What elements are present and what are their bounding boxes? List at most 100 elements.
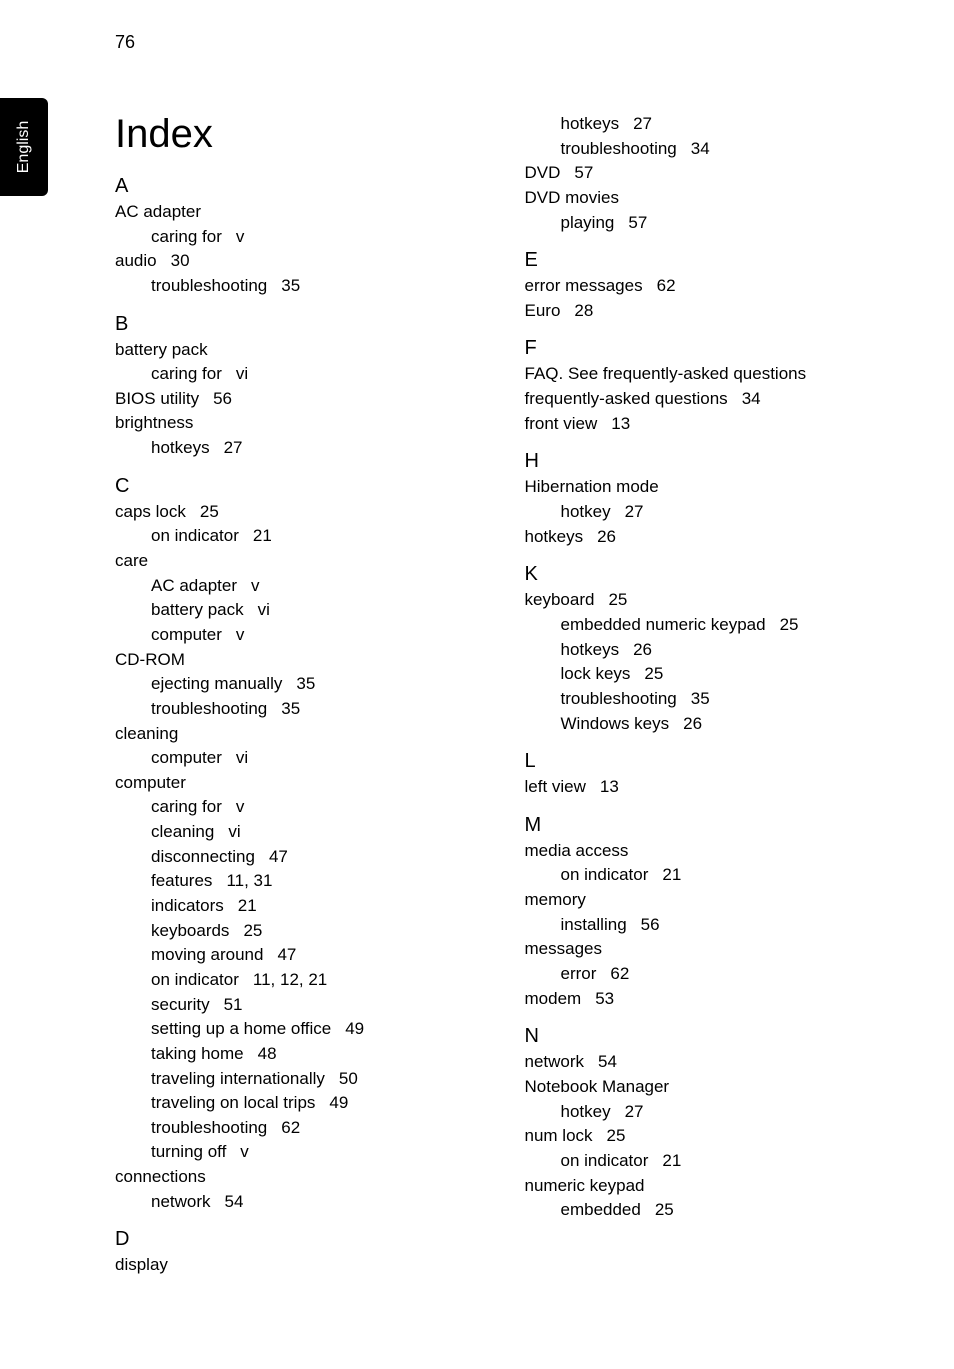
entry-pages: 13 bbox=[611, 414, 630, 433]
index-entry: network 54 bbox=[525, 1050, 895, 1075]
index-entry: frequently-asked questions34 bbox=[525, 387, 895, 412]
index-sub-entry: troubleshooting34 bbox=[525, 137, 895, 162]
sub-entry-label: computer bbox=[151, 748, 222, 767]
sub-entry-label: installing bbox=[561, 915, 627, 934]
entry-label: keyboard bbox=[525, 590, 595, 609]
sub-entry-pages: 27 bbox=[625, 502, 644, 521]
sub-entry-label: troubleshooting bbox=[151, 276, 267, 295]
index-entry: error messages62 bbox=[525, 274, 895, 299]
index-sub-entry: hotkeys27 bbox=[115, 436, 485, 461]
index-sub-entry: hotkey27 bbox=[525, 1100, 895, 1125]
sub-entry-pages: 25 bbox=[780, 615, 799, 634]
entry-label: network bbox=[525, 1052, 585, 1071]
section-letter: N bbox=[525, 1025, 895, 1048]
sub-entry-label: caring for bbox=[151, 364, 222, 383]
sub-entry-pages: 25 bbox=[655, 1200, 674, 1219]
index-sub-entry: computervi bbox=[115, 746, 485, 771]
sub-entry-pages: 49 bbox=[345, 1019, 364, 1038]
sub-entry-label: troubleshooting bbox=[151, 699, 267, 718]
index-sub-entry: hotkeys26 bbox=[525, 638, 895, 663]
index-entry: messages bbox=[525, 937, 895, 962]
index-sub-entry: battery packvi bbox=[115, 598, 485, 623]
entry-label: caps lock bbox=[115, 502, 186, 521]
sub-entry-pages: v bbox=[251, 576, 260, 595]
sub-entry-pages: 35 bbox=[281, 276, 300, 295]
sub-entry-label: lock keys bbox=[561, 664, 631, 683]
sub-entry-pages: 11, 12, 21 bbox=[253, 970, 327, 989]
index-sub-entry: troubleshooting62 bbox=[115, 1116, 485, 1141]
sub-entry-pages: 54 bbox=[225, 1192, 244, 1211]
sub-entry-label: keyboards bbox=[151, 921, 229, 940]
sub-entry-pages: vi bbox=[228, 822, 240, 841]
index-entry: CD-ROM bbox=[115, 648, 485, 673]
sub-entry-pages: vi bbox=[236, 364, 248, 383]
index-entry: Hibernation mode bbox=[525, 475, 895, 500]
entry-label: front view bbox=[525, 414, 598, 433]
sub-entry-label: hotkey bbox=[561, 1102, 611, 1121]
sub-entry-pages: 25 bbox=[243, 921, 262, 940]
section-letter: B bbox=[115, 313, 485, 336]
entry-pages: 53 bbox=[595, 989, 614, 1008]
sub-entry-label: traveling on local trips bbox=[151, 1093, 315, 1112]
index-sub-entry: embedded 25 bbox=[525, 1198, 895, 1223]
index-entry: FAQ. See frequently-asked questions bbox=[525, 362, 895, 387]
index-sub-entry: keyboards 25 bbox=[115, 919, 485, 944]
entry-label: frequently-asked questions bbox=[525, 389, 728, 408]
index-sub-entry: caring for vi bbox=[115, 362, 485, 387]
index-sub-entry: troubleshooting35 bbox=[115, 697, 485, 722]
index-entry: left view13 bbox=[525, 775, 895, 800]
index-entry: modem 53 bbox=[525, 987, 895, 1012]
index-sub-entry: moving around47 bbox=[115, 943, 485, 968]
sub-entry-label: hotkey bbox=[561, 502, 611, 521]
sub-entry-label: on indicator bbox=[151, 526, 239, 545]
sub-entry-label: playing bbox=[561, 213, 615, 232]
sub-entry-pages: 56 bbox=[641, 915, 660, 934]
index-entry: caps lock25 bbox=[115, 500, 485, 525]
sub-entry-label: taking home bbox=[151, 1044, 244, 1063]
entry-label: Euro bbox=[525, 301, 561, 320]
index-sub-entry: caring forv bbox=[115, 225, 485, 250]
index-entry: hotkeys26 bbox=[525, 525, 895, 550]
sub-entry-label: caring for bbox=[151, 227, 222, 246]
sub-entry-pages: 26 bbox=[633, 640, 652, 659]
index-content: Index AAC adaptercaring forvaudio30troub… bbox=[115, 112, 894, 1278]
index-entry: Notebook Manager bbox=[525, 1075, 895, 1100]
sub-entry-pages: vi bbox=[258, 600, 270, 619]
language-tab: English bbox=[0, 98, 48, 196]
index-entry: keyboard25 bbox=[525, 588, 895, 613]
index-sub-entry: traveling on local trips49 bbox=[115, 1091, 485, 1116]
entry-pages: 26 bbox=[597, 527, 616, 546]
entry-pages: 13 bbox=[600, 777, 619, 796]
index-sub-entry: troubleshooting35 bbox=[525, 687, 895, 712]
entry-label: modem bbox=[525, 989, 582, 1008]
section-letter: D bbox=[115, 1228, 485, 1251]
entry-label: BIOS utility bbox=[115, 389, 199, 408]
sub-entry-label: embedded bbox=[561, 1200, 641, 1219]
sub-entry-pages: 35 bbox=[691, 689, 710, 708]
section-letter: C bbox=[115, 475, 485, 498]
left-column: Index AAC adaptercaring forvaudio30troub… bbox=[115, 112, 485, 1278]
index-sub-entry: taking home 48 bbox=[115, 1042, 485, 1067]
sub-entry-pages: 27 bbox=[633, 114, 652, 133]
sub-entry-pages: 48 bbox=[258, 1044, 277, 1063]
page-number: 76 bbox=[115, 32, 135, 53]
sub-entry-label: on indicator bbox=[561, 1151, 649, 1170]
index-sub-entry: indicators21 bbox=[115, 894, 485, 919]
index-sub-entry: AC adapter v bbox=[115, 574, 485, 599]
entry-pages: 62 bbox=[657, 276, 676, 295]
sub-entry-pages: 47 bbox=[269, 847, 288, 866]
entry-pages: 54 bbox=[598, 1052, 617, 1071]
sub-entry-pages: 51 bbox=[224, 995, 243, 1014]
sub-entry-label: Windows keys bbox=[561, 714, 670, 733]
index-sub-entry: playing57 bbox=[525, 211, 895, 236]
sub-entry-pages: 62 bbox=[281, 1118, 300, 1137]
sub-entry-label: ejecting manually bbox=[151, 674, 282, 693]
index-sub-entry: disconnecting47 bbox=[115, 845, 485, 870]
sub-entry-label: hotkeys bbox=[561, 114, 620, 133]
index-sub-entry: on indicator21 bbox=[525, 863, 895, 888]
index-sub-entry: ejecting manually35 bbox=[115, 672, 485, 697]
sub-entry-label: AC adapter bbox=[151, 576, 237, 595]
index-sub-entry: Windows keys26 bbox=[525, 712, 895, 737]
sub-entry-label: caring for bbox=[151, 797, 222, 816]
sub-entry-label: network bbox=[151, 1192, 211, 1211]
